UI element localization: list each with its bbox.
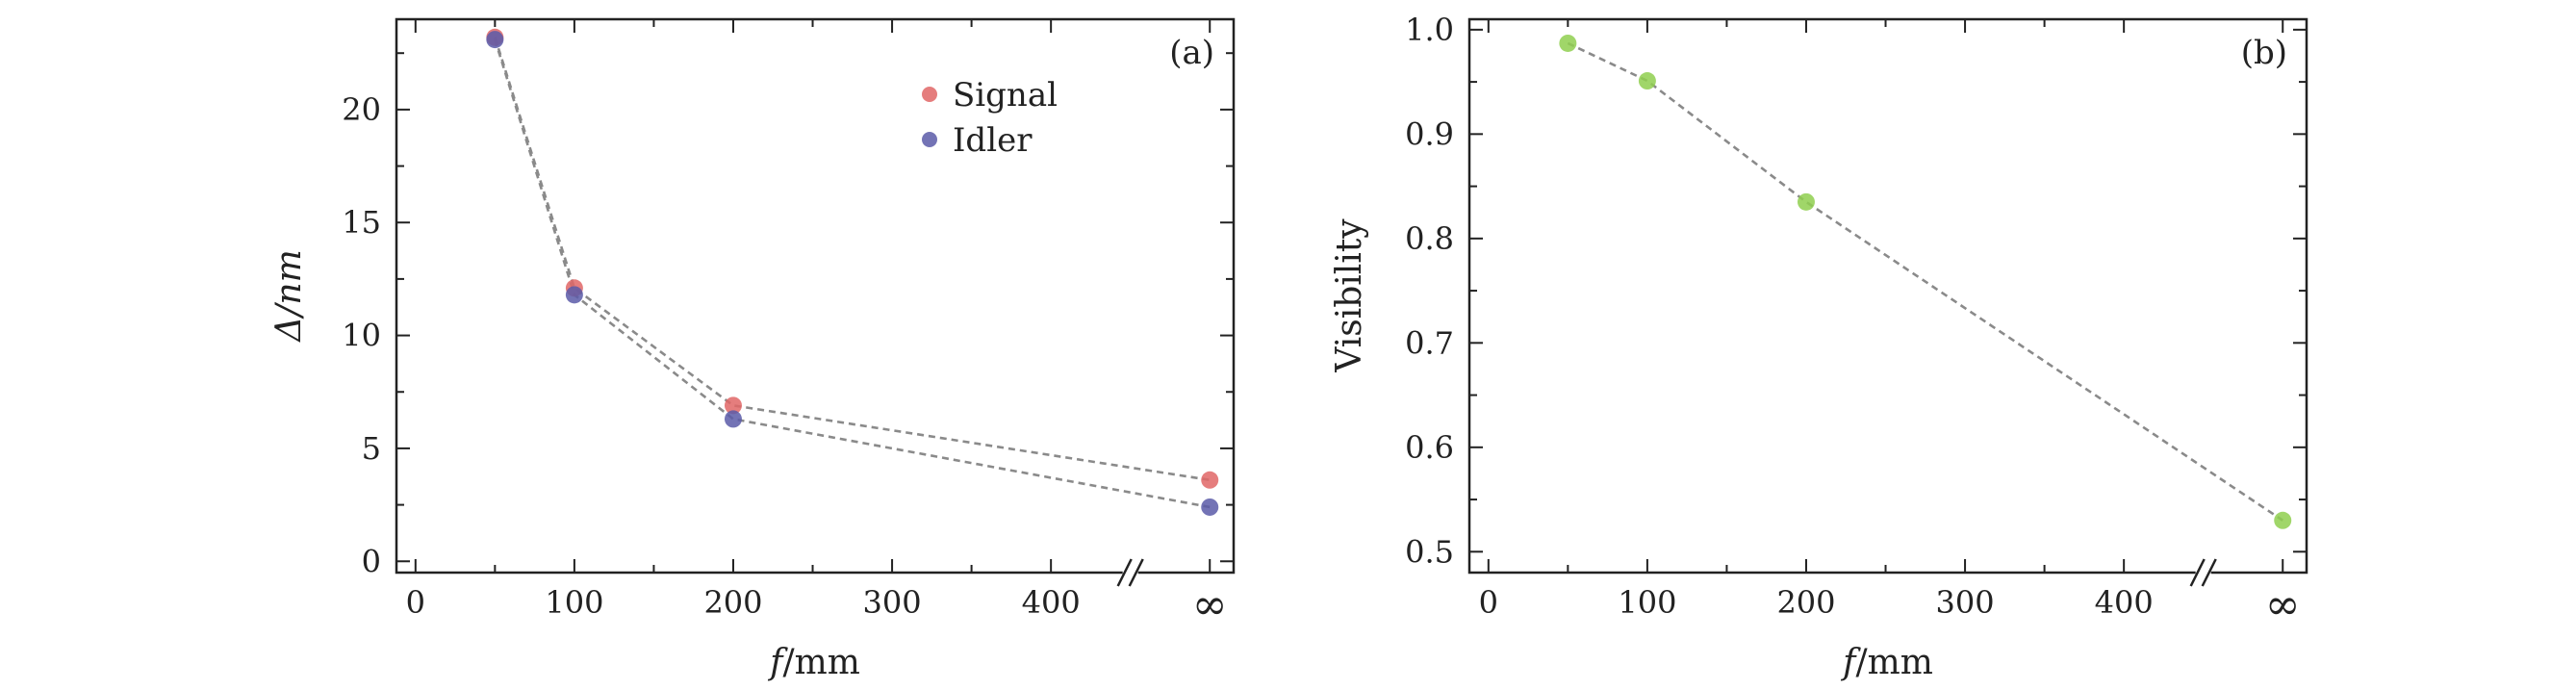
panel-b-points: [1559, 34, 2292, 529]
x-tick-label: 200: [703, 584, 762, 621]
y-tick-label: 15: [342, 204, 381, 241]
x-tick-label: 100: [545, 584, 603, 621]
x-tick-label: ∞: [2265, 580, 2301, 629]
panel-a-points: [486, 28, 1219, 516]
series-connector-idler: [494, 38, 1211, 509]
y-tick-label: 0.7: [1405, 324, 1454, 361]
series-connector-visibility: [1567, 41, 2283, 522]
data-point-idler-0: [486, 31, 504, 49]
panel-a-ticks: [396, 19, 1234, 573]
axis-break-gap: [1122, 569, 1138, 576]
panel-a: 0 100 200 300 400 ∞ 0 5 10 15 20 (a) f/mm Δ/nm Sig…: [269, 17, 1236, 682]
panel-b-axis-break: [2189, 558, 2217, 587]
panel-a-y-axis-label: Δ/nm: [269, 249, 309, 343]
x-axis-label-unit: /mm: [1855, 643, 1932, 682]
panel-b-ticks: [1469, 19, 2307, 573]
axis-break-gap: [2195, 569, 2211, 576]
axis-break-slash: [2189, 558, 2206, 587]
x-tick-label: 300: [1936, 584, 1995, 621]
x-tick-label: 100: [1618, 584, 1676, 621]
data-point-visibility-3: [2274, 511, 2292, 529]
axis-break-slash: [1116, 558, 1133, 587]
panel-a-tick-labels: 0 100 200 300 400 ∞ 0 5 10 15 20: [342, 91, 1227, 629]
panel-a-connectors: [494, 37, 1211, 509]
x-tick-label: 0: [1479, 584, 1498, 621]
x-tick-label: 300: [863, 584, 922, 621]
y-tick-label: 0.8: [1405, 220, 1454, 257]
panel-b-x-axis-label: f/mm: [1840, 643, 1933, 682]
panel-b-label: (b): [2241, 34, 2287, 72]
data-point-idler-2: [724, 410, 742, 428]
panel-a-axis-break: [1116, 558, 1144, 587]
data-point-visibility-0: [1559, 34, 1577, 52]
axis-break-slash: [2201, 558, 2217, 587]
series-connector-signal: [494, 37, 1211, 482]
panel-b-y-axis-label: Visibility: [1330, 218, 1369, 373]
x-tick-label: 0: [406, 584, 425, 621]
legend-marker-idler: [922, 132, 937, 147]
panel-a-label: (a): [1169, 34, 1214, 72]
data-point-visibility-2: [1797, 192, 1815, 211]
y-tick-label: 0.5: [1405, 533, 1454, 570]
panel-a-x-axis-label: f/mm: [767, 643, 860, 682]
y-tick-label: 0.9: [1405, 115, 1454, 152]
data-point-idler-3: [1201, 498, 1219, 516]
panel-b-frame: [1467, 17, 2308, 575]
data-point-signal-3: [1201, 471, 1219, 489]
panel-a-frame: [395, 17, 1236, 575]
axis-break-slash: [1128, 558, 1144, 587]
x-tick-label: 200: [1776, 584, 1835, 621]
y-tick-label: 0.6: [1405, 429, 1454, 466]
x-tick-label: 400: [2095, 584, 2154, 621]
data-point-idler-1: [565, 286, 583, 304]
panel-b-connectors: [1567, 41, 2283, 522]
legend-label-idler: Idler: [953, 121, 1033, 160]
x-tick-label: 400: [1022, 584, 1081, 621]
x-tick-label: ∞: [1192, 580, 1228, 629]
panel-b-tick-labels: 0 100 200 300 400 ∞ 0.5 0.6 0.7 0.8 0.9 1.0: [1405, 12, 2300, 629]
y-tick-label: 10: [342, 318, 381, 354]
legend-label-signal: Signal: [953, 76, 1058, 115]
legend: Signal Idler: [922, 76, 1058, 160]
panel-b: 0 100 200 300 400 ∞ 0.5 0.6 0.7 0.8 0.9 1.0 (b) f/m…: [1330, 12, 2308, 682]
y-tick-label: 1.0: [1405, 12, 1454, 48]
x-axis-label-unit: /mm: [782, 643, 859, 682]
data-point-signal-2: [724, 396, 742, 415]
y-tick-label: 20: [342, 91, 381, 128]
y-tick-label: 5: [362, 430, 381, 467]
data-point-visibility-1: [1638, 72, 1656, 90]
legend-marker-signal: [922, 87, 937, 102]
y-tick-label: 0: [362, 543, 381, 579]
